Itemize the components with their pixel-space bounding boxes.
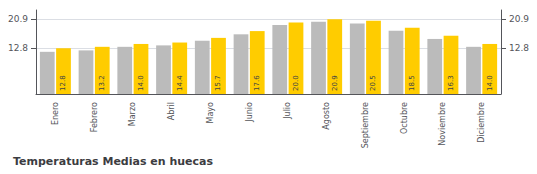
- svg-text:15.7: 15.7: [214, 75, 222, 91]
- svg-text:Febrero: Febrero: [90, 102, 99, 132]
- svg-text:Temperaturas Medias en huecas: Temperaturas Medias en huecas: [13, 155, 213, 168]
- svg-text:20.9: 20.9: [8, 14, 28, 24]
- svg-text:20.5: 20.5: [369, 75, 377, 91]
- svg-text:20.0: 20.0: [292, 75, 300, 91]
- svg-text:13.2: 13.2: [98, 75, 106, 91]
- svg-text:Noviembre: Noviembre: [438, 102, 447, 146]
- svg-text:Septiembre: Septiembre: [361, 102, 370, 148]
- svg-text:Julio: Julio: [283, 102, 292, 120]
- svg-text:Enero: Enero: [51, 102, 60, 125]
- svg-text:Junio: Junio: [245, 102, 254, 123]
- svg-text:14.0: 14.0: [137, 75, 145, 91]
- svg-text:12.8: 12.8: [509, 43, 529, 53]
- svg-text:12.8: 12.8: [59, 75, 67, 91]
- svg-text:14.0: 14.0: [486, 75, 494, 91]
- svg-text:18.5: 18.5: [408, 75, 416, 91]
- svg-text:Octubre: Octubre: [400, 102, 409, 134]
- svg-text:12.8: 12.8: [8, 43, 28, 53]
- svg-text:Agosto: Agosto: [322, 102, 331, 130]
- svg-text:Mayo: Mayo: [206, 102, 215, 124]
- svg-text:Abril: Abril: [167, 102, 176, 120]
- svg-text:20.9: 20.9: [509, 14, 529, 24]
- svg-text:Marzo: Marzo: [128, 102, 137, 126]
- svg-text:14.4: 14.4: [176, 75, 184, 91]
- svg-text:Diciembre: Diciembre: [477, 102, 486, 143]
- svg-text:20.9: 20.9: [331, 75, 339, 91]
- svg-text:16.3: 16.3: [447, 75, 455, 91]
- svg-text:17.6: 17.6: [253, 75, 261, 91]
